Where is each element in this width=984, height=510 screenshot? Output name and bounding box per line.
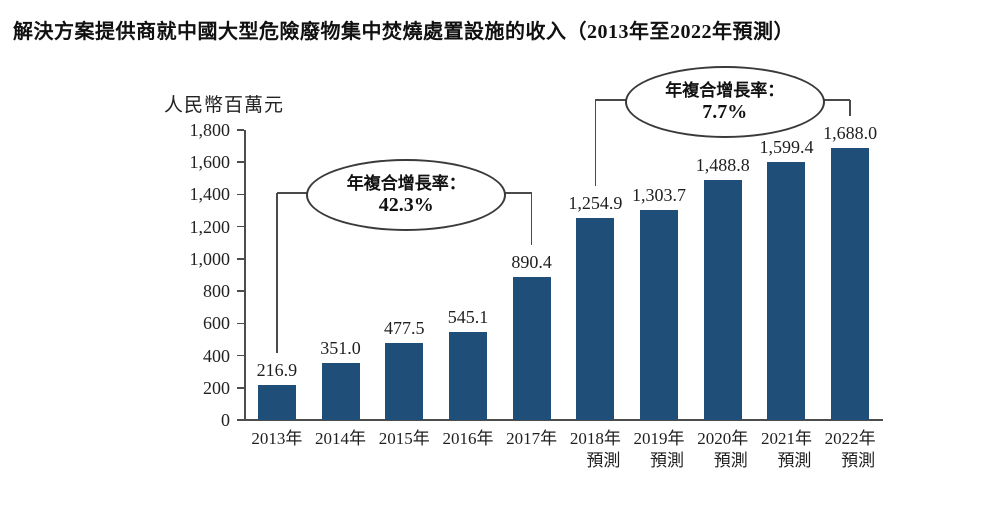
y-tick-label: 1,800 <box>189 120 231 140</box>
y-tick-label: 1,600 <box>189 152 231 173</box>
x-category-label: 2020年預測 <box>686 428 760 472</box>
bar-value-label: 1,688.0 <box>823 123 878 144</box>
x-category-label: 2019年預測 <box>622 428 696 472</box>
y-tick-mark <box>237 290 244 292</box>
bar <box>321 363 360 420</box>
x-category-label: 2021年預測 <box>750 428 824 472</box>
cagr-label: 年複合增長率： <box>665 81 785 100</box>
bar-value-label: 545.1 <box>447 307 489 328</box>
x-category-year: 2020年 <box>697 429 749 448</box>
bar <box>767 162 806 420</box>
bar <box>640 209 679 420</box>
x-category-year: 2022年 <box>824 429 876 448</box>
y-tick-label: 800 <box>203 281 230 302</box>
y-tick-label: 1,000 <box>189 248 231 269</box>
x-category-year: 2018年 <box>569 429 621 448</box>
x-category-label: 2017年 <box>495 428 569 450</box>
x-category-label: 2013年 <box>240 428 314 450</box>
x-category-year: 2015年 <box>378 429 430 448</box>
bar-value-label: 351.0 <box>320 338 361 359</box>
y-tick-label: 600 <box>203 313 230 334</box>
y-tick-mark <box>237 354 244 357</box>
cagr-bracket-left <box>276 193 278 354</box>
y-tick-label: 200 <box>203 377 230 398</box>
bar <box>512 276 551 420</box>
y-tick-mark <box>237 322 244 325</box>
x-category-forecast: 預測 <box>841 451 876 470</box>
x-category-forecast: 預測 <box>713 451 748 470</box>
bar-value-label: 1,254.9 <box>568 192 623 213</box>
bar <box>448 332 487 420</box>
bar <box>257 385 296 420</box>
cagr-callout: 年複合增長率： 7.7% <box>624 66 825 138</box>
x-category-year: 2019年 <box>633 429 685 448</box>
y-tick-label: 1,400 <box>189 184 231 205</box>
x-category-year: 2014年 <box>315 429 367 448</box>
cagr-bracket-right <box>530 193 533 245</box>
cagr-value: 7.7% <box>702 101 748 123</box>
cagr-callout: 年複合增長率： 42.3% <box>306 159 507 231</box>
y-tick-mark <box>237 386 244 389</box>
y-tick-mark <box>237 161 244 164</box>
bar-value-label: 1,488.8 <box>695 155 750 176</box>
bar <box>385 343 424 420</box>
y-tick-mark <box>237 258 244 260</box>
y-axis-line <box>244 130 246 420</box>
y-axis-unit-label: 人民幣百萬元 <box>164 95 285 116</box>
x-category-forecast: 預測 <box>586 451 621 470</box>
bar <box>576 217 615 420</box>
x-category-forecast: 預測 <box>650 451 685 470</box>
y-tick-mark <box>237 129 244 131</box>
x-axis-line <box>244 419 883 421</box>
x-category-label: 2015年 <box>367 428 441 450</box>
x-category-year: 2013年 <box>251 429 303 448</box>
bar <box>703 180 742 420</box>
y-tick-mark <box>237 419 244 421</box>
bar-value-label: 1,599.4 <box>759 137 814 158</box>
cagr-label: 年複合增長率： <box>346 174 466 193</box>
bar-value-label: 890.4 <box>511 251 552 272</box>
bar-value-label: 477.5 <box>384 318 425 339</box>
cagr-bracket-left <box>594 100 597 186</box>
y-tick-label: 0 <box>221 410 230 430</box>
bar-value-label: 1,303.7 <box>632 184 687 205</box>
bar-value-label: 216.9 <box>256 360 298 381</box>
cagr-value: 42.3% <box>378 194 434 216</box>
y-tick-mark <box>237 225 244 228</box>
x-category-label: 2018年預測 <box>559 428 633 472</box>
x-category-label: 2016年 <box>431 428 505 450</box>
x-category-forecast: 預測 <box>777 451 812 470</box>
x-category-label: 2022年預測 <box>813 428 887 472</box>
x-category-year: 2021年 <box>760 429 812 448</box>
chart-title: 解決方案提供商就中國大型危險廢物集中焚燒處置設施的收入（2013年至2022年預… <box>13 21 794 43</box>
x-category-label: 2014年 <box>304 428 378 450</box>
x-category-year: 2016年 <box>442 429 494 448</box>
bar <box>831 148 870 420</box>
cagr-bracket-right <box>849 100 851 117</box>
y-tick-mark <box>237 193 244 196</box>
y-tick-label: 1,200 <box>189 216 231 237</box>
x-category-year: 2017年 <box>506 429 558 448</box>
y-tick-label: 400 <box>203 345 230 366</box>
